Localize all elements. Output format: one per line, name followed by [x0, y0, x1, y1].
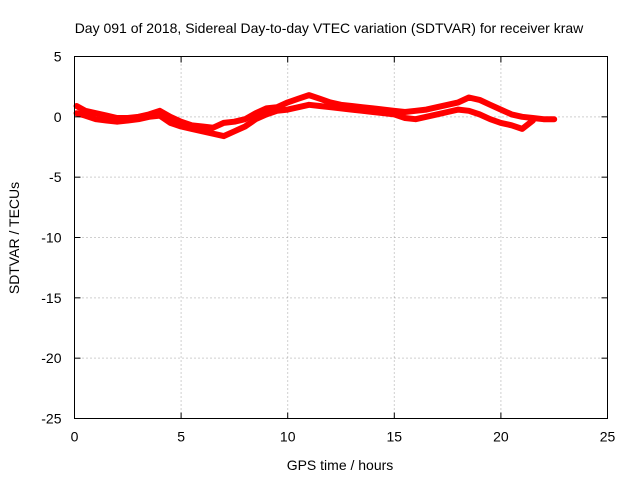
x-tick-label: 25 [600, 429, 616, 445]
axis-ticks: 0 5 10 15 20 25 5 0 -5 -10 -15 -20 -25 [41, 49, 615, 445]
x-tick-label: 15 [387, 429, 403, 445]
y-tick-label: -5 [49, 169, 62, 185]
y-tick-label: -10 [41, 230, 61, 246]
y-tick-label: -15 [41, 290, 61, 306]
x-tick-label: 20 [493, 429, 509, 445]
y-tick-label: -20 [41, 350, 61, 366]
x-tick-label: 0 [71, 429, 79, 445]
x-tick-label: 5 [177, 429, 185, 445]
series-line-1 [73, 92, 558, 131]
series-line-2 [73, 101, 536, 140]
x-axis-title: GPS time / hours [287, 457, 394, 473]
data-series [73, 92, 558, 140]
y-tick-label: -25 [41, 411, 61, 427]
y-tick-label: 0 [54, 109, 62, 125]
y-tick-label: 5 [54, 49, 62, 65]
y-axis-title: SDTVAR / TECUs [6, 182, 22, 294]
chart-title: Day 091 of 2018, Sidereal Day-to-day VTE… [75, 20, 584, 36]
x-tick-label: 10 [280, 429, 296, 445]
